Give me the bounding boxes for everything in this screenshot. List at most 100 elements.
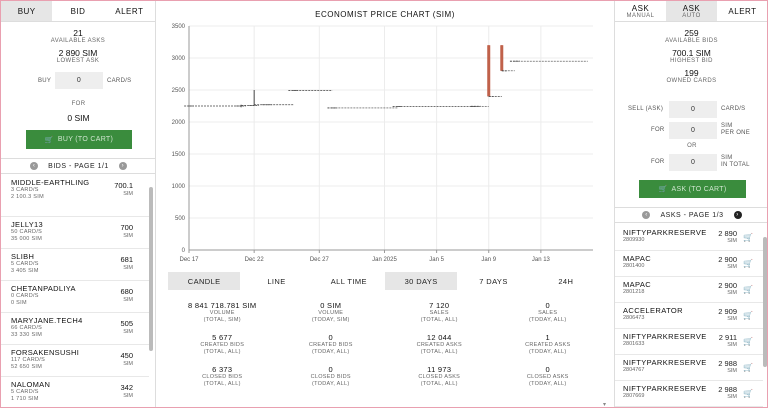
- sell-quantity-unit: CARD/S: [721, 106, 746, 112]
- stat-closed-asks-today: 0 CLOSED ASKS (TODAY, ALL): [526, 365, 569, 387]
- scroll-down-icon[interactable]: ▾: [603, 402, 607, 408]
- highest-bid-value: 700.1 SIM: [672, 48, 711, 58]
- add-to-cart-icon[interactable]: 🛒: [743, 233, 753, 242]
- all-time-button[interactable]: ALL TIME: [330, 276, 367, 286]
- price-total-input[interactable]: 0: [669, 154, 717, 171]
- bid-row[interactable]: JELLY13 50 CARD/S 35 000 SIM 700 SIM: [1, 217, 149, 249]
- chart-panel: ECONOMIST PRICE CHART (SIM) 0 500 1000 1500…: [156, 1, 614, 407]
- buy-to-cart-button[interactable]: 🛒 BUY (TO CART): [26, 130, 132, 149]
- ask-id: 2807669: [623, 393, 645, 399]
- tab-bid[interactable]: BID: [70, 6, 86, 16]
- bid-row[interactable]: NALOMAN 5 CARD/S 1 710 SIM 342 SIM: [1, 377, 149, 407]
- ask-row[interactable]: NIFTYPARKRESERVE 2809930 2 890 SIM 🛒: [615, 225, 763, 251]
- bid-price: 505: [120, 319, 133, 328]
- bids-page-title: BIDS - PAGE 1/1: [48, 162, 109, 170]
- next-page-icon[interactable]: ›: [118, 162, 127, 170]
- ask-to-cart-button[interactable]: 🛒 ASK (TO CART): [639, 180, 746, 198]
- bid-quantity: 5 CARD/S: [11, 389, 39, 395]
- ask-id: 2801218: [623, 289, 645, 295]
- ask-unit: SIM: [727, 316, 737, 322]
- bid-price: 700: [120, 223, 133, 232]
- bids-list: MIDDLE-EARTHLING 3 CARD/S 2 100.3 SIM 70…: [1, 175, 149, 407]
- candle-body: [500, 45, 504, 71]
- add-to-cart-icon[interactable]: 🛒: [743, 389, 753, 398]
- candle-button[interactable]: CANDLE: [168, 272, 241, 290]
- seller-name: NIFTYPARKRESERVE: [623, 332, 707, 341]
- ask-row[interactable]: MAPAC 2801400 2 900 SIM 🛒: [615, 251, 763, 277]
- bids-scrollbar[interactable]: [149, 187, 153, 351]
- seller-name: NIFTYPARKRESERVE: [623, 228, 707, 237]
- tab-buy[interactable]: BUY: [1, 1, 53, 21]
- ask-row[interactable]: NIFTYPARKRESERVE 2804767 2 988 SIM 🛒: [615, 355, 763, 381]
- prev-page-icon[interactable]: ‹: [30, 162, 39, 170]
- 7-days-button[interactable]: 7 DAYS: [479, 276, 508, 286]
- prev-page-icon[interactable]: ‹: [642, 211, 651, 219]
- bid-row[interactable]: MIDDLE-EARTHLING 3 CARD/S 2 100.3 SIM 70…: [1, 175, 149, 217]
- ask-unit: SIM: [727, 238, 737, 244]
- line-button[interactable]: LINE: [267, 276, 286, 286]
- available-asks-count: 21: [73, 28, 83, 38]
- tab-alert[interactable]: ALERT: [115, 6, 144, 16]
- y-tick-label: 0: [182, 248, 186, 254]
- bid-quantity: 3 CARD/S: [11, 187, 39, 193]
- bid-quantity: 5 CARD/S: [11, 261, 39, 267]
- tab-ask-manual[interactable]: ASK MANUAL: [626, 3, 655, 19]
- sell-tabs: ASK MANUAL ASK AUTO ALERT: [615, 1, 767, 22]
- price-chart[interactable]: 0 500 1000 1500 2000 2500 3000 3500 Dec 17 Dec 22…: [156, 19, 614, 269]
- tab-alert-right[interactable]: ALERT: [728, 6, 757, 16]
- bid-total: 2 100.3 SIM: [11, 194, 44, 200]
- for-label-right: FOR: [651, 127, 665, 133]
- ask-row[interactable]: NIFTYPARKRESERVE 2807669 2 988 SIM 🛒: [615, 381, 763, 407]
- sell-panel: ASK MANUAL ASK AUTO ALERT 259 AVAILABLE BI…: [614, 1, 767, 407]
- asks-scrollbar[interactable]: [763, 237, 767, 367]
- bid-quantity: 117 CARD/S: [11, 357, 46, 363]
- asks-page-title: ASKS - PAGE 1/3: [660, 211, 724, 219]
- bid-total: 35 000 SIM: [11, 236, 43, 242]
- bid-total: 3 405 SIM: [11, 268, 39, 274]
- owned-cards-label: OWNED CARDS: [666, 78, 717, 84]
- bidder-name: MARYJANE.TECH4: [11, 316, 83, 325]
- ask-row[interactable]: ACCELERATOR 2806473 2 909 SIM 🛒: [615, 303, 763, 329]
- bid-row[interactable]: MARYJANE.TECH4 66 CARD/S 33 330 SIM 505 …: [1, 313, 149, 345]
- sell-quantity-input[interactable]: 0: [669, 101, 717, 118]
- bid-row[interactable]: CHETANPADLIYA 0 CARD/S 0 SIM 680 SIM: [1, 281, 149, 313]
- bid-total: 0 SIM: [11, 300, 27, 306]
- add-to-cart-icon[interactable]: 🛒: [743, 337, 753, 346]
- ask-row[interactable]: NIFTYPARKRESERVE 2801633 2 911 SIM 🛒: [615, 329, 763, 355]
- bid-unit: SIM: [123, 361, 133, 367]
- ask-id: 2809930: [623, 237, 645, 243]
- asks-page-header: ‹ ASKS - PAGE 1/3 ›: [615, 207, 767, 223]
- cart-icon: 🛒: [658, 186, 668, 193]
- available-bids-label: AVAILABLE BIDS: [665, 38, 718, 44]
- x-tick-label: Jan 5: [429, 257, 444, 263]
- add-to-cart-icon[interactable]: 🛒: [743, 363, 753, 372]
- buy-quantity-unit: CARD/S: [107, 78, 132, 84]
- buy-quantity-input[interactable]: 0: [55, 72, 103, 89]
- lowest-ask-label: LOWEST ASK: [56, 58, 100, 64]
- add-to-cart-icon[interactable]: 🛒: [743, 259, 753, 268]
- 24h-button[interactable]: 24H: [558, 276, 574, 286]
- seller-name: NIFTYPARKRESERVE: [623, 384, 707, 393]
- stat-sales-total: 7 120 SALES (TOTAL, ALL): [420, 301, 458, 323]
- tab-ask-auto[interactable]: ASK AUTO: [666, 1, 717, 21]
- per-one-unit: SIM PER ONE: [721, 123, 751, 136]
- add-to-cart-icon[interactable]: 🛒: [743, 311, 753, 320]
- ask-row[interactable]: MAPAC 2801218 2 900 SIM 🛒: [615, 277, 763, 303]
- bid-row[interactable]: FORSAKENSUSHI 117 CARD/S 52 650 SIM 450 …: [1, 345, 149, 377]
- x-tick-label: Jan 2025: [372, 257, 397, 263]
- bid-unit: SIM: [123, 191, 133, 197]
- ask-unit: SIM: [727, 394, 737, 400]
- stat-created-bids-total: 5 677 CREATED BIDS (TOTAL, ALL): [200, 333, 245, 355]
- for-label: FOR: [71, 101, 86, 107]
- for-total-label: FOR: [651, 159, 665, 165]
- bid-row[interactable]: SLIBH 5 CARD/S 3 405 SIM 681 SIM: [1, 249, 149, 281]
- bidder-name: JELLY13: [11, 220, 43, 229]
- or-label: OR: [687, 143, 697, 149]
- 30-days-button[interactable]: 30 DAYS: [384, 272, 458, 290]
- price-per-one-input[interactable]: 0: [669, 122, 717, 139]
- add-to-cart-icon[interactable]: 🛒: [743, 285, 753, 294]
- buy-quantity-label: BUY: [38, 78, 52, 84]
- bid-quantity: 50 CARD/S: [11, 229, 43, 235]
- next-page-icon[interactable]: ›: [733, 211, 742, 219]
- y-tick-label: 2000: [172, 120, 186, 126]
